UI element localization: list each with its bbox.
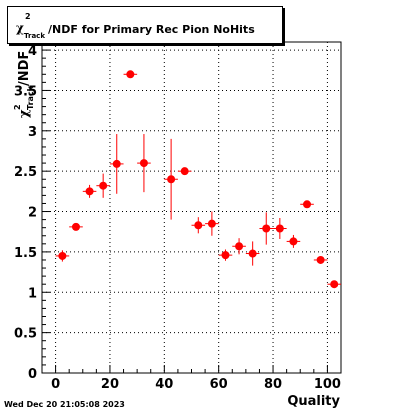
plot-frame [41,41,342,374]
data-point [180,167,189,176]
y-axis-label-subscript: Track [26,85,35,110]
x-tick-label: 80 [264,377,282,392]
data-point [112,159,121,168]
data-point [248,249,257,258]
y-tick-label: 2 [28,206,37,221]
title-superscript: 2 [25,12,31,21]
data-point [275,224,284,233]
y-axis-ticks [42,41,50,374]
x-tick-label: 40 [155,377,173,392]
y-axis-label-superscript: 2 [13,104,22,110]
data-point [289,237,298,246]
y-axis-label-symbol: χ [17,109,32,118]
data-point [303,200,312,209]
data-point [330,280,339,289]
data-point [316,255,325,264]
timestamp-footer: Wed Dec 20 21:05:08 2023 [4,400,125,409]
title-subscript: Track [24,32,45,40]
data-point [99,181,108,190]
x-tick-label: 60 [210,377,228,392]
data-point [126,70,135,79]
y-tick-label: 4 [28,44,37,59]
chart-title: /NDF for Primary Rec Pion NoHits [48,23,255,36]
y-tick-label: 0.5 [14,327,37,342]
y-tick-labels: 0 0.5 1 1.5 2 2.5 3 3.5 4 [14,44,37,382]
x-tick-label: 20 [101,377,119,392]
y-tick-label: 3 [28,125,37,140]
data-point [262,224,271,233]
data-point [71,222,80,231]
y-tick-label: 0 [28,367,37,382]
title-chi-symbol: χ [16,21,24,35]
data-point [221,251,230,260]
y-axis-label: χ 2 Track /NDF [13,51,35,118]
data-point [58,251,67,260]
x-axis-ticks [41,365,342,373]
y-axis-label-suffix: /NDF [17,51,32,86]
x-tick-label: 0 [51,377,60,392]
x-tick-labels: 0 20 40 60 80 100 [51,377,341,392]
data-point [139,159,148,168]
x-axis-label: Quality [287,394,340,409]
data-point [235,242,244,251]
data-markers [58,70,339,289]
data-point [194,221,203,230]
y-tick-label: 3.5 [14,84,37,99]
y-tick-label: 1.5 [14,246,37,261]
data-point [207,219,216,228]
y-tick-label: 1 [28,286,37,301]
data-point [167,175,176,184]
x-tick-label: 100 [314,377,341,392]
y-tick-label: 2.5 [14,165,37,180]
data-point [85,187,94,196]
title-box: χ 2 Track /NDF for Primary Rec Pion NoHi… [7,6,283,44]
